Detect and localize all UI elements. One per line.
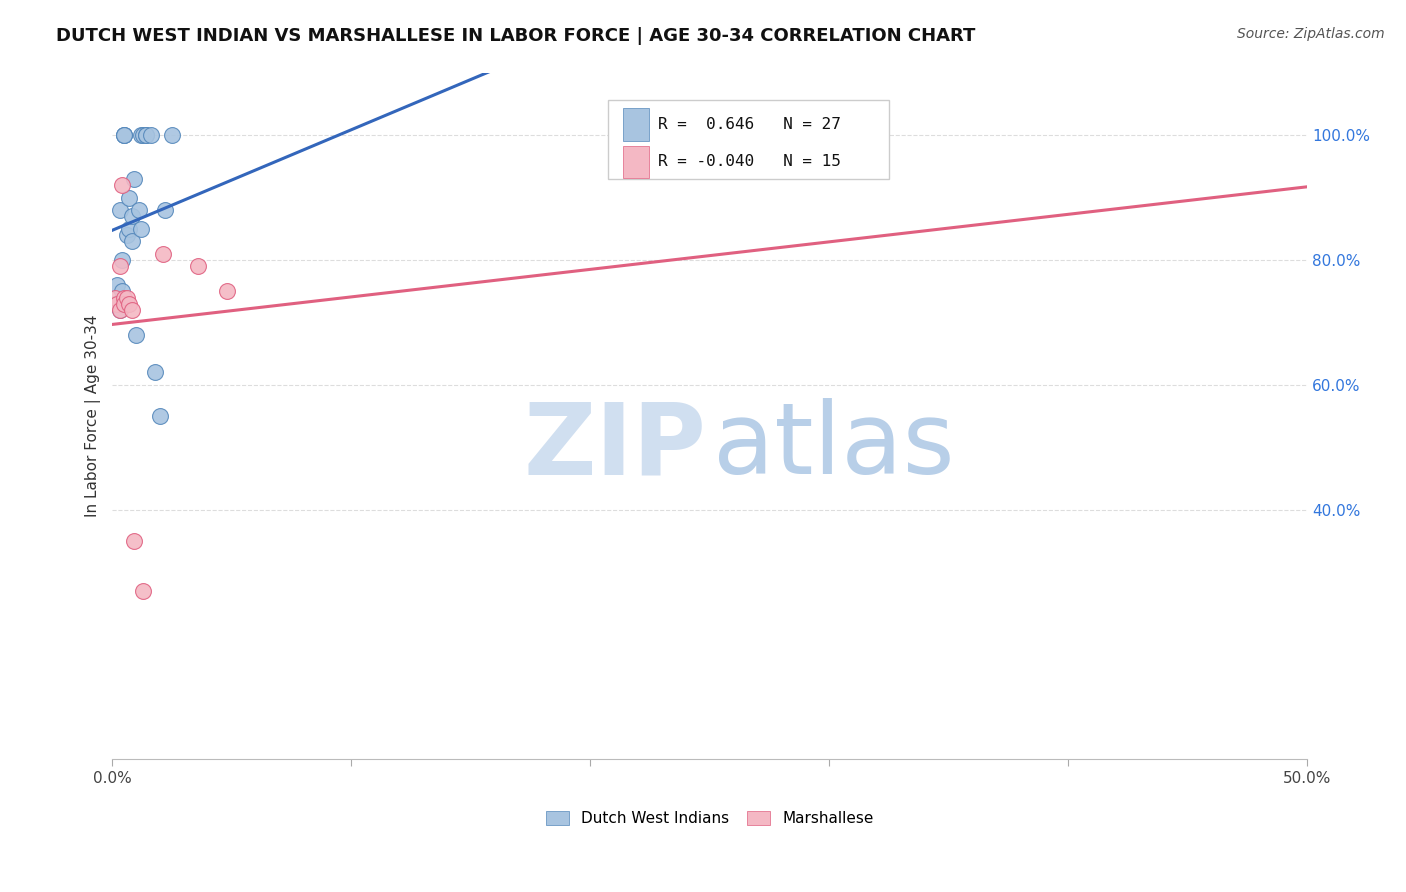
Point (132, 128, 155, 143)
Point (121, 235, 143, 249)
Point (112, 128, 135, 143)
Point (115, 291, 138, 305)
Point (160, 128, 183, 143)
Y-axis label: In Labor Force | Age 30-34: In Labor Force | Age 30-34 (86, 315, 101, 517)
Point (118, 297, 141, 311)
Point (122, 172, 145, 186)
Point (105, 297, 128, 311)
Point (121, 303, 143, 318)
Text: Source: ZipAtlas.com: Source: ZipAtlas.com (1237, 27, 1385, 41)
Point (108, 303, 131, 318)
FancyBboxPatch shape (623, 145, 648, 178)
Point (108, 303, 131, 318)
Point (111, 178, 134, 193)
Point (115, 228, 138, 243)
Point (145, 366, 167, 380)
Text: ZIP: ZIP (523, 399, 706, 495)
Point (139, 128, 162, 143)
Point (128, 203, 150, 218)
Point (112, 297, 135, 311)
Point (118, 191, 141, 205)
Point (135, 128, 157, 143)
FancyBboxPatch shape (623, 108, 648, 141)
FancyBboxPatch shape (609, 101, 889, 179)
Point (104, 297, 127, 311)
Text: atlas: atlas (713, 399, 955, 495)
Point (111, 253, 134, 268)
Point (132, 583, 155, 598)
Point (135, 128, 157, 143)
Point (118, 222, 141, 236)
Point (152, 247, 174, 261)
Point (112, 128, 135, 143)
Point (217, 285, 239, 299)
Point (122, 533, 145, 548)
Point (149, 409, 172, 423)
Text: R =  0.646   N = 27: R = 0.646 N = 27 (658, 117, 841, 132)
Point (104, 291, 127, 305)
Point (111, 285, 134, 299)
Text: DUTCH WEST INDIAN VS MARSHALLESE IN LABOR FORCE | AGE 30-34 CORRELATION CHART: DUTCH WEST INDIAN VS MARSHALLESE IN LABO… (56, 27, 976, 45)
Point (153, 203, 176, 218)
Point (112, 291, 135, 305)
Point (121, 210, 143, 224)
Point (105, 278, 128, 293)
Point (108, 203, 131, 218)
Text: R = -0.040   N = 15: R = -0.040 N = 15 (658, 154, 841, 169)
Point (108, 260, 131, 274)
Point (129, 222, 152, 236)
Legend: Dutch West Indians, Marshallese: Dutch West Indians, Marshallese (540, 805, 880, 832)
Point (125, 328, 148, 343)
Point (187, 260, 209, 274)
Point (129, 128, 152, 143)
Point (112, 128, 135, 143)
